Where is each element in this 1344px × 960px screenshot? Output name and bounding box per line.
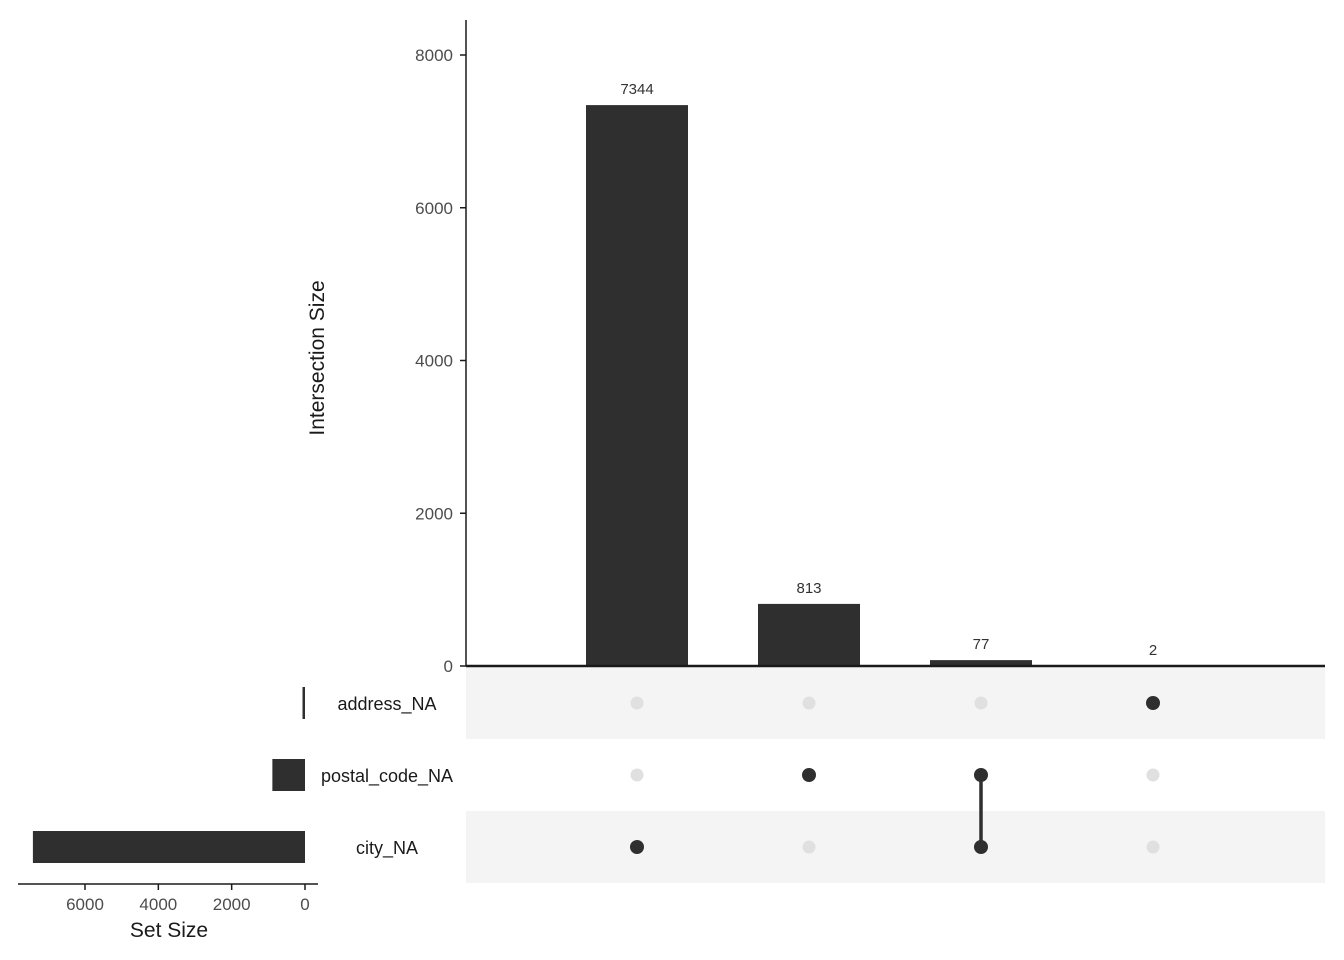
intersection-bar-label: 7344 (620, 81, 653, 98)
y-tick-label: 2000 (415, 504, 453, 523)
set-size-bar (302, 687, 305, 719)
matrix-dot-inactive (630, 768, 644, 782)
matrix-dot-inactive (1146, 768, 1160, 782)
y-tick-label: 6000 (415, 199, 453, 218)
matrix-dot-inactive (630, 696, 644, 710)
matrix-dot-active (802, 768, 816, 782)
intersection-bar-label: 813 (796, 580, 821, 597)
matrix-dot-active (974, 840, 988, 854)
matrix-dot-active (1146, 696, 1160, 710)
set-size-x-axis-title: Set Size (130, 919, 208, 942)
set-label: postal_code_NA (321, 766, 453, 787)
set-label: city_NA (356, 838, 418, 859)
intersection-bar (758, 603, 860, 666)
matrix-stripe-2 (466, 811, 1325, 883)
set-labels: address_NA postal_code_NA city_NA (321, 694, 453, 859)
set-size-bar (32, 831, 305, 863)
y-tick-label: 0 (444, 657, 453, 676)
set-size-axis: 6000 4000 2000 0 (18, 883, 318, 914)
matrix-dot-active (974, 768, 988, 782)
matrix-stripes (466, 667, 1325, 883)
y-tick-label: 8000 (415, 46, 453, 65)
x-tick-label: 4000 (139, 895, 177, 914)
intersection-axis: 0 2000 4000 6000 8000 (415, 20, 467, 676)
matrix-stripe-0 (466, 667, 1325, 739)
matrix-dot-inactive (802, 840, 816, 854)
intersection-bars: 7344 813 77 2 (466, 81, 1325, 668)
y-tick-label: 4000 (415, 352, 453, 371)
intersection-bar-label: 77 (973, 636, 990, 653)
matrix-dot-inactive (802, 696, 816, 710)
x-tick-label: 2000 (213, 895, 251, 914)
membership-matrix (630, 696, 1160, 854)
set-size-bar (272, 759, 305, 791)
intersection-bar (586, 105, 688, 667)
matrix-dot-inactive (974, 696, 988, 710)
x-tick-label: 0 (300, 895, 309, 914)
x-tick-label: 6000 (66, 895, 104, 914)
intersection-y-axis-title: Intersection Size (306, 280, 329, 435)
intersection-bar-label: 2 (1149, 642, 1157, 659)
set-label: address_NA (337, 694, 436, 715)
set-size-bars (32, 687, 305, 863)
matrix-dot-inactive (1146, 840, 1160, 854)
matrix-dot-active (630, 840, 644, 854)
intersection-bar (930, 660, 1032, 666)
